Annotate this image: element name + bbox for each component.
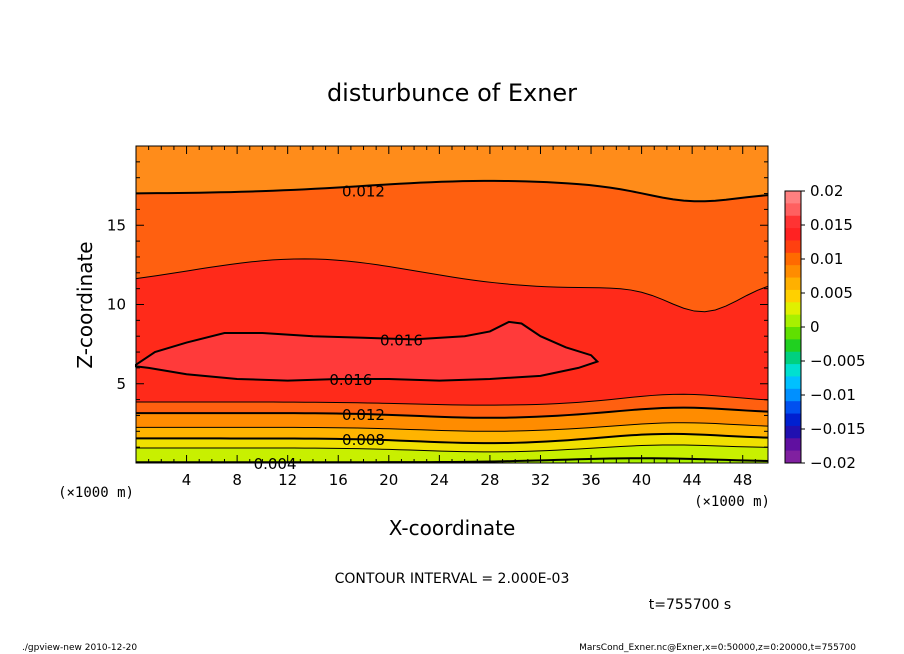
colorbar-swatch [785,277,801,291]
contour-label: 0.008 [342,431,385,449]
contour-0.008 [136,432,769,445]
colorbar-swatch [785,252,801,266]
x-axis: 4 8 12 16 20 24 28 32 36 40 44 48 [148,146,756,489]
footer-left: ./gpview-new 2010-12-20 [22,643,137,653]
x-tick-label: 12 [278,471,297,489]
colorbar-swatch [785,351,801,365]
contour-0.010 [136,422,769,432]
colorbar-swatch [785,327,801,340]
contour-label: 0.004 [254,455,297,473]
colorbar-tick-label: −0.005 [810,352,866,370]
x-tick-label: 24 [430,471,449,489]
colorbar-tick-label: −0.015 [810,420,866,438]
footer-right: MarsCond_Exner.nc@Exner,x=0:50000,z=0:20… [579,643,856,653]
y-axis: 5 10 15 [107,161,768,448]
x-axis-unit-right: (×1000 m) [694,494,770,510]
y-axis-title: Z-coordinate [73,241,97,368]
contour-0.006 [136,444,769,453]
x-tick-label: 8 [232,471,242,489]
colorbar-swatch [785,302,801,316]
colorbar-tick-label: 0.005 [810,284,853,302]
colorbar-swatch [785,191,801,204]
x-tick-label: 36 [581,471,600,489]
fill-012-014-upper [136,180,768,312]
contour-lines [135,179,769,464]
colorbar-tick-label: 0.01 [810,250,843,268]
colorbar-swatch [785,413,801,427]
colorbar-swatch [785,388,801,402]
colorbar-tick-label: 0 [810,318,820,336]
colorbar-tick-label: −0.02 [810,454,856,472]
colorbar-swatch [785,376,801,390]
contour-0.014-lower [136,393,769,406]
colorbar-swatch [785,228,801,241]
contour-label: 0.012 [342,406,385,424]
colorbar-swatch [785,339,801,353]
y-tick-label: 5 [116,375,126,393]
x-tick-label: 4 [182,471,192,489]
colorbar-swatch [785,425,801,439]
chart-title: disturbunce of Exner [327,79,577,107]
colorbar-swatch [785,289,801,303]
colorbar-tick-label: 0.02 [810,182,843,200]
contour-0.014-upper [135,258,769,313]
fill-016-018 [136,321,598,381]
x-axis-unit-left: (×1000 m) [58,485,134,501]
colorbar-swatch [785,401,801,415]
contour-labels: 0.012 0.016 0.016 0.012 0.008 0.004 [254,182,423,473]
fill-012-014-lower [136,394,768,418]
contour-interval-text: CONTOUR INTERVAL = 2.000E-03 [335,571,570,587]
colorbar-swatch [785,240,801,254]
colorbar-swatch [785,438,801,452]
x-tick-label: 44 [683,471,702,489]
contour-0.012-lower [136,406,769,419]
colorbar-tick-label: 0.015 [810,216,853,234]
time-label: t=755700 s [649,597,731,613]
y-tick-label: 10 [107,296,126,314]
y-tick-label: 15 [107,216,126,234]
contour-0.012-upper [135,179,769,203]
x-tick-label: 16 [329,471,348,489]
colorbar-swatch [785,265,801,279]
colorbar-swatch [785,364,801,377]
x-tick-label: 48 [733,471,752,489]
contour-label: 0.012 [342,182,385,200]
x-tick-label: 20 [379,471,398,489]
contour-0.016 [135,320,600,382]
colorbar-swatch [785,314,801,328]
x-tick-label: 40 [632,471,651,489]
x-axis-title: X-coordinate [389,516,516,540]
x-tick-label: 32 [531,471,550,489]
colorbar-swatch [785,203,801,217]
colorbar-swatch [785,450,801,464]
contour-label: 0.016 [329,371,372,389]
x-tick-label: 28 [480,471,499,489]
contour-label: 0.016 [380,331,423,349]
colorbar: 0.02 0.015 0.01 0.005 0 −0.005 −0.01 −0.015 −0.0… [784,182,866,472]
colorbar-tick-label: −0.01 [810,386,856,404]
colorbar-swatch [785,215,801,229]
